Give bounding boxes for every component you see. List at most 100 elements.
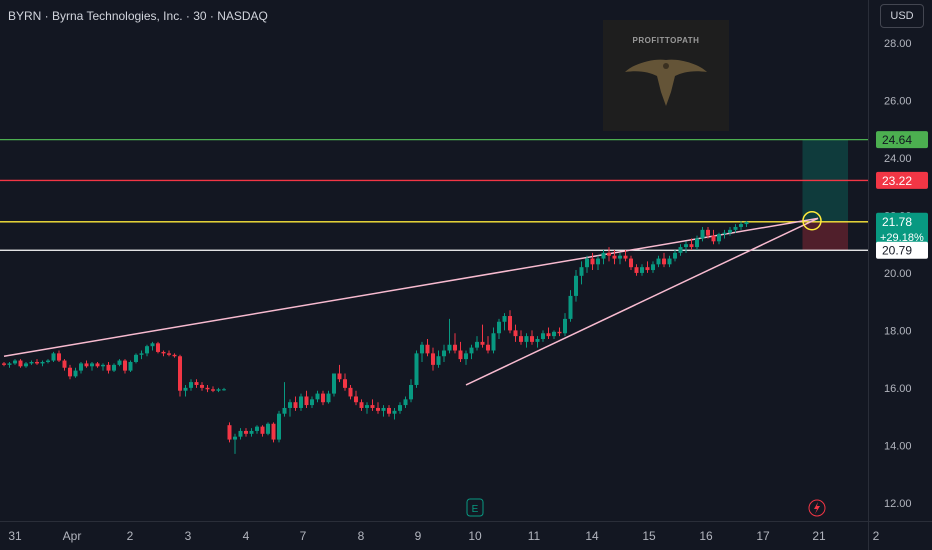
candle [343, 373, 347, 391]
candle [101, 363, 105, 371]
candle [403, 396, 408, 408]
candle [568, 290, 573, 322]
candle [480, 324, 485, 348]
price-label-value: 21.78 [882, 215, 912, 229]
candle [310, 396, 314, 408]
candle [150, 341, 155, 351]
candle [579, 261, 584, 285]
candle [447, 318, 452, 354]
eagle-logo-icon: PROFITTOPATH [603, 20, 729, 131]
earnings-label: E [472, 504, 479, 515]
candle-body [194, 382, 199, 385]
candle-body [13, 360, 17, 364]
candle [695, 235, 699, 250]
candle-body [370, 405, 375, 408]
candle [172, 353, 177, 358]
candle [288, 399, 292, 417]
candle-body [563, 318, 567, 334]
candle [585, 255, 589, 273]
candle [128, 360, 133, 373]
candle [233, 433, 237, 454]
candle-body [590, 258, 595, 265]
wedge-line-2 [465, 217, 819, 386]
candle-body [546, 333, 551, 337]
currency-button[interactable]: USD [880, 4, 924, 28]
candle-body [700, 229, 705, 239]
candle-body [612, 255, 617, 259]
candle-body [29, 361, 34, 364]
candle [161, 350, 166, 357]
candle-body [695, 238, 699, 248]
candle-body [535, 339, 540, 342]
candle-body [601, 252, 606, 259]
candle [178, 354, 182, 397]
candle [387, 405, 391, 417]
candle [227, 422, 232, 443]
candle [348, 384, 353, 400]
candle [552, 330, 556, 340]
candle-body [656, 258, 661, 265]
price-label: 20.79 [876, 241, 928, 259]
candle-body [62, 360, 67, 368]
candle-body [359, 402, 364, 408]
position-loss-zone [802, 221, 848, 251]
candle-body [436, 356, 441, 365]
earnings-marker[interactable]: E [466, 498, 484, 517]
candle [79, 361, 83, 374]
candle-body [51, 353, 56, 361]
candle [431, 347, 435, 371]
price-label: 23.22 [876, 171, 928, 189]
candle [667, 255, 672, 268]
candle [249, 428, 254, 437]
candle-body [640, 267, 644, 273]
candle [546, 327, 551, 340]
candle [442, 344, 446, 362]
candle-body [249, 430, 254, 434]
candle-body [310, 399, 314, 406]
candle [700, 226, 705, 242]
candle [469, 344, 474, 360]
candle-body [579, 267, 584, 276]
candle-body [398, 405, 402, 411]
candle-body [557, 331, 562, 334]
candle-body [618, 255, 622, 259]
candle [497, 318, 501, 340]
candle-body [35, 361, 39, 364]
candle [183, 384, 188, 397]
candle-body [442, 350, 446, 357]
price-label: 21.78 +29.18% [876, 212, 928, 247]
candle [420, 341, 424, 362]
candle [354, 390, 358, 406]
candle [502, 313, 507, 331]
candle-body [200, 384, 204, 388]
candle [722, 229, 727, 239]
y-tick-label: 26.00 [884, 96, 912, 108]
candle [46, 359, 50, 364]
candle-body [24, 363, 28, 367]
candle-body [480, 341, 485, 345]
candle [475, 336, 479, 351]
candle-body [458, 350, 463, 360]
candle-body [123, 360, 127, 371]
candle [453, 333, 457, 354]
candle-body [172, 354, 177, 357]
candle [365, 402, 369, 414]
candle [216, 387, 221, 393]
candle-body [288, 402, 292, 408]
candle-body [678, 247, 683, 253]
y-tick-label: 24.00 [884, 153, 912, 165]
candle-body [447, 344, 452, 351]
y-tick-label: 20.00 [884, 268, 912, 280]
candle-body [161, 351, 166, 354]
candle [51, 351, 56, 362]
candle-body [568, 295, 573, 319]
candle-body [392, 410, 397, 414]
x-tick-label: 9 [415, 529, 422, 543]
candle [607, 247, 611, 262]
candle [260, 425, 265, 437]
price-labels: 24.64 23.22 21.78 +29.18%20.79 [876, 131, 928, 259]
candle [535, 336, 540, 348]
logo-text: PROFITTOPATH [632, 36, 700, 45]
lightning-icon[interactable] [808, 499, 826, 517]
